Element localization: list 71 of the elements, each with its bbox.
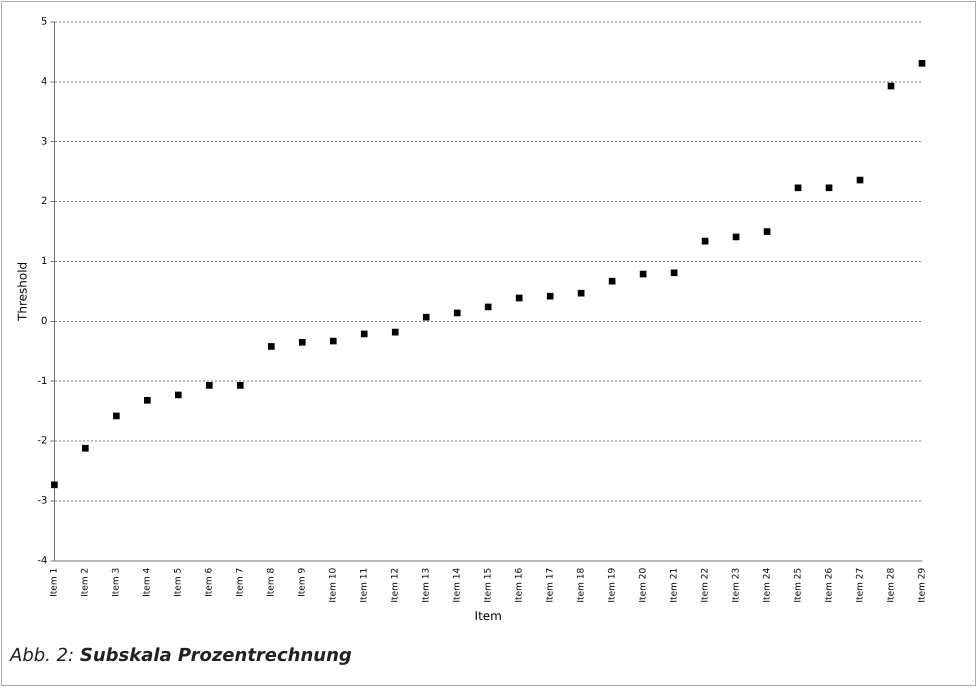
point bbox=[174, 392, 182, 398]
point bbox=[206, 382, 213, 389]
x-tick-label: Item 28 bbox=[886, 568, 896, 603]
x-tick-label: Item 20 bbox=[638, 568, 648, 603]
x-tick-label: Item 27 bbox=[855, 568, 866, 603]
x-tick-label: Item 22 bbox=[700, 568, 710, 603]
point bbox=[392, 328, 399, 336]
x-tick-label: Item 9 bbox=[298, 568, 308, 597]
point bbox=[578, 290, 584, 297]
y-tick-label: 5 bbox=[40, 16, 48, 28]
x-tick-label: Item 29 bbox=[917, 568, 928, 603]
point bbox=[454, 310, 461, 316]
x-tick-label: Item 19 bbox=[607, 568, 618, 603]
point bbox=[113, 412, 120, 420]
y-tick-label: -1 bbox=[37, 376, 48, 387]
x-tick-label: Item 21 bbox=[669, 568, 680, 603]
point bbox=[826, 184, 832, 192]
y-tick-label: 1 bbox=[40, 256, 48, 268]
point bbox=[484, 304, 492, 310]
x-tick-label: Item 25 bbox=[793, 568, 804, 603]
x-tick-label: Item 7 bbox=[236, 568, 246, 597]
point bbox=[268, 343, 275, 350]
point bbox=[888, 82, 894, 90]
point bbox=[702, 238, 708, 244]
x-tick-label: Item 6 bbox=[204, 568, 215, 597]
x-tick-label: Item 24 bbox=[762, 568, 772, 603]
point bbox=[608, 278, 616, 285]
y-tick-label: -3 bbox=[37, 496, 48, 507]
point bbox=[764, 228, 770, 235]
point bbox=[546, 292, 554, 300]
x-tick-label: Item 16 bbox=[514, 568, 525, 603]
y-axis-title: Threshold bbox=[15, 262, 30, 322]
y-tick-label: 4 bbox=[40, 76, 48, 88]
x-tick-label: Item 18 bbox=[576, 568, 586, 603]
x-tick-label: Item 13 bbox=[422, 568, 432, 603]
point bbox=[640, 270, 646, 278]
x-tick-label: Item 15 bbox=[484, 568, 494, 603]
point bbox=[82, 444, 89, 452]
x-axis-title: Item bbox=[474, 608, 502, 623]
point bbox=[51, 481, 58, 488]
y-tick-label: 2 bbox=[40, 196, 48, 208]
x-tick-label: Item 2 bbox=[80, 568, 91, 597]
point bbox=[794, 184, 802, 192]
x-tick-label: Item 1 bbox=[50, 568, 60, 597]
y-tick-label: 3 bbox=[40, 136, 48, 148]
point bbox=[360, 330, 368, 338]
x-tick-label: Item 8 bbox=[266, 568, 277, 597]
x-tick-label: Item 26 bbox=[824, 568, 834, 603]
x-tick-label: Item 17 bbox=[546, 568, 556, 603]
point bbox=[422, 314, 430, 320]
point bbox=[144, 397, 151, 404]
point bbox=[856, 176, 864, 184]
y-tick-label: -2 bbox=[37, 436, 48, 447]
point bbox=[670, 270, 678, 276]
x-tick-label: Item 4 bbox=[142, 568, 153, 597]
point bbox=[918, 60, 926, 67]
x-tick-label: Item 23 bbox=[731, 568, 742, 603]
point bbox=[516, 294, 522, 302]
y-tick-label: 0 bbox=[40, 316, 48, 327]
y-tick-label: -4 bbox=[37, 555, 48, 566]
point bbox=[298, 338, 306, 346]
caption: Abb. 2: Subskala Prozentrechnung bbox=[10, 645, 352, 666]
point bbox=[732, 234, 740, 240]
x-tick-label: Item 12 bbox=[390, 568, 401, 603]
point bbox=[236, 382, 244, 389]
x-tick-label: Item 5 bbox=[174, 568, 184, 597]
x-tick-label: Item 14 bbox=[452, 568, 463, 603]
x-tick-label: Item 11 bbox=[360, 568, 370, 603]
point bbox=[330, 338, 337, 344]
x-tick-label: Item 3 bbox=[112, 568, 122, 597]
x-tick-label: Item 10 bbox=[328, 568, 339, 603]
